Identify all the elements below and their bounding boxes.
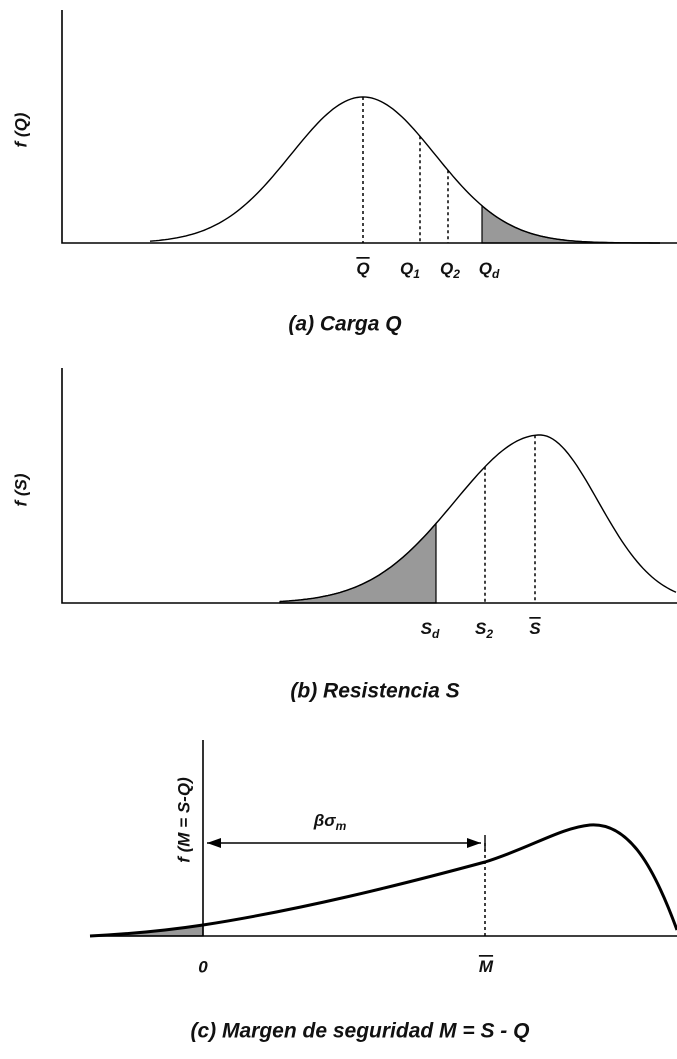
label-base: βσ: [313, 811, 337, 830]
label: 0: [198, 957, 208, 976]
label: Q: [356, 259, 369, 278]
label-base: Q: [400, 259, 413, 278]
tail-area: [279, 521, 437, 604]
y-label: f (S): [11, 473, 30, 506]
caption: (a) Carga Q: [288, 313, 401, 336]
label-sub: 2: [485, 627, 493, 641]
caption: (b) Resistencia S: [290, 680, 459, 703]
axes: [61, 368, 677, 604]
resistance-curve: [279, 434, 677, 603]
label-base: Q: [440, 259, 453, 278]
label: Qd: [479, 259, 500, 281]
label-base: M: [479, 957, 494, 976]
label-sub: m: [336, 819, 347, 833]
label-sub: 2: [452, 267, 460, 281]
label: M: [479, 957, 494, 976]
margin-curve: [89, 823, 677, 938]
label-sub: d: [492, 267, 500, 281]
label: Sd: [421, 619, 440, 641]
caption: (c) Margen de seguridad M = S - Q: [191, 1020, 530, 1043]
label-sub: d: [432, 627, 440, 641]
label-base: Q: [356, 259, 369, 278]
label: S2: [475, 619, 493, 641]
y-label: f (Q): [11, 112, 30, 147]
label: Q2: [440, 259, 460, 281]
label-base: S: [421, 619, 433, 638]
label: Q1: [400, 259, 420, 281]
label: S: [529, 619, 541, 638]
load-curve: [149, 96, 660, 244]
arrow-label: βσm: [313, 811, 347, 833]
axes: [61, 10, 677, 244]
label-base: Q: [479, 259, 492, 278]
label-sub: 1: [413, 267, 420, 281]
label-base: S: [475, 619, 487, 638]
label-base: S: [529, 619, 541, 638]
y-label: f (M = S-Q): [174, 777, 193, 863]
